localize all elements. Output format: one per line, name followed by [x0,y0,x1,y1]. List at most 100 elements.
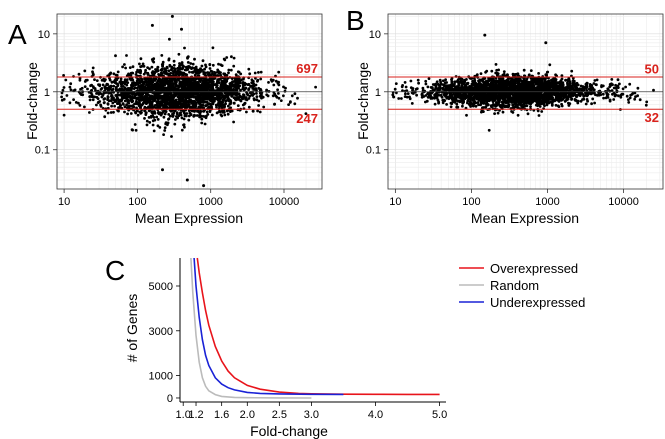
panel-a-point [138,110,142,114]
panel-a-point [202,96,206,99]
panel-a-point [139,71,142,75]
panel-a-point [172,59,176,63]
panel-a-point [152,116,156,119]
panel-b-point [610,89,614,92]
panel-a-point [241,85,245,89]
panel-a-point [229,68,233,72]
panel-a-point [103,101,106,104]
panel-a-point [277,70,281,74]
panel-a-point [248,94,252,98]
panel-b-point [542,102,546,106]
panel-a-point [72,98,75,101]
panel-b-point [461,93,464,97]
panel-b-point [536,109,540,113]
panel-a-point [250,84,254,88]
panel-a-point [232,87,236,91]
panel-a-point [62,113,66,117]
panel-b-point [394,82,398,85]
panel-a-point [195,98,198,102]
panel-a-point [161,60,165,64]
panel-a-point [133,102,136,106]
panel-a-point [181,97,184,101]
panel-a-point [180,63,184,67]
panel-a-point [165,71,169,75]
panel-a-point [68,85,72,89]
panel-a-point [220,104,224,108]
panel-b-point [584,102,588,106]
panel-b-point [449,105,453,109]
panel-a-point [247,67,251,71]
panel-a-point [175,93,178,96]
panel-a-point [201,59,205,63]
panel-a-point [156,124,160,128]
panel-a-point [213,71,216,74]
panel-b-point [534,103,538,107]
panel-a-y-tick-label: 10 [38,29,50,41]
panel-a-point [148,121,152,124]
panel-a-point [132,105,136,109]
panel-a-point [123,110,126,114]
panel-a-point [222,103,226,107]
panel-a-point [282,85,285,89]
panel-a-point [192,79,196,82]
panel-a-point [142,72,146,76]
panel-a-point [262,105,266,109]
panel-a-point [230,94,234,98]
panel-b-point [520,79,524,83]
panel-a-point [220,79,224,83]
panel-a-point [107,99,111,103]
panel-a-point [134,111,138,115]
panel-a-point [148,86,152,89]
panel-a-point [174,67,177,71]
panel-a-point [180,83,184,87]
panel-a-point [126,74,130,77]
panel-b-point [561,81,565,84]
panel-a-point [136,96,140,100]
panel-b-point [445,81,448,84]
panel-b-point [545,73,548,77]
panel-a-point [203,122,207,126]
panel-a-point [178,99,181,102]
panel-b-point [543,77,547,81]
panel-a-point [205,110,209,114]
panel-a-point [187,96,190,100]
panel-a-point [118,87,122,91]
panel-a-point [237,77,241,81]
panel-a-point [184,73,188,77]
panel-a-point [122,89,126,93]
panel-a-point [149,96,153,100]
panel-a-point [271,94,275,98]
panel-a-point [103,115,107,119]
panel-b-point [546,70,550,74]
panel-a-point [211,63,215,67]
panel-a-point [204,116,208,120]
panel-a-outlier-point [202,184,206,188]
panel-a-point [143,96,146,100]
panel-a-point [182,71,186,75]
panel-a-point [155,81,159,85]
panel-a-point [127,95,131,99]
panel-a-point [160,54,164,57]
panel-b-point [636,94,639,98]
panel-a-point [150,80,154,83]
panel-b-point [461,97,465,101]
panel-a-point [88,95,92,98]
panel-b-point [552,92,555,96]
panel-b-point [455,102,459,106]
panel-a-point [195,71,199,75]
panel-b-point [537,72,540,75]
panel-a-point [273,103,276,106]
panel-a-point [69,88,73,92]
panel-a-point [105,86,108,90]
panel-a-point [99,103,102,107]
panel-a-point [254,87,258,90]
panel-a-point [79,87,82,91]
panel-a-point [187,94,191,97]
panel-b-point [624,85,627,89]
panel-a-point [148,67,151,71]
panel-a-point [237,98,240,101]
panel-a-point [130,99,134,103]
panel-a-point [251,79,255,83]
panel-a-point [120,82,124,86]
panel-a-point [94,89,97,92]
